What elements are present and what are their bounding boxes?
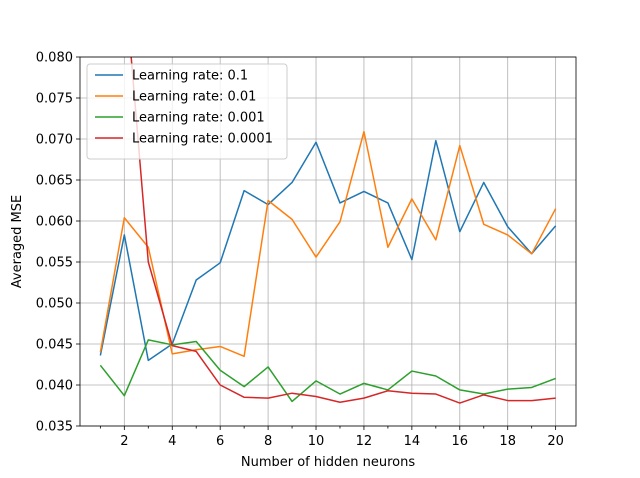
legend: Learning rate: 0.1 Learning rate: 0.01 Lea… [86, 63, 288, 160]
series-line-2 [99, 130, 557, 358]
x-tick-label: 4 [168, 434, 176, 449]
x-axis-label: Number of hidden neurons [241, 455, 415, 470]
x-tick-label: 12 [356, 434, 373, 449]
x-tick-label: 18 [499, 434, 516, 449]
y-axis-label: Averaged MSE [10, 195, 25, 288]
series-line-1 [99, 139, 557, 362]
x-tick-label: 14 [404, 434, 421, 449]
series-line-3 [99, 339, 556, 403]
y-tick-label: 0.065 [36, 174, 73, 189]
y-tick-label: 0.070 [36, 133, 73, 148]
x-tick-label: 8 [264, 434, 272, 449]
y-tick-label: 0.075 [36, 92, 73, 107]
y-tick-label: 0.035 [36, 420, 73, 435]
x-axis-ticks: 2 4 6 8 10 12 14 16 18 20 [99, 426, 564, 449]
y-tick-label: 0.080 [36, 51, 73, 66]
series-group [99, 57, 557, 404]
series-line-4 [130, 57, 556, 404]
x-tick-label: 2 [120, 434, 128, 449]
y-tick-label: 0.060 [36, 215, 73, 230]
y-tick-label: 0.055 [36, 256, 73, 271]
legend-label-1: Learning rate: 0.1 [132, 69, 248, 84]
y-tick-label: 0.040 [36, 379, 73, 394]
x-tick-label: 6 [216, 434, 224, 449]
plot-area-frame [79, 56, 577, 427]
x-tick-label: 20 [547, 434, 564, 449]
legend-label-4: Learning rate: 0.0001 [132, 132, 273, 147]
legend-label-3: Learning rate: 0.001 [132, 111, 265, 126]
y-axis-ticks: 0.035 0.040 0.045 0.050 0.055 0.060 0.065 0.070… [36, 51, 80, 435]
y-tick-label: 0.045 [36, 338, 73, 353]
y-tick-label: 0.050 [36, 297, 73, 312]
legend-box [86, 63, 288, 160]
legend-label-2: Learning rate: 0.01 [132, 90, 256, 105]
x-tick-label: 10 [308, 434, 325, 449]
x-tick-label: 16 [452, 434, 469, 449]
